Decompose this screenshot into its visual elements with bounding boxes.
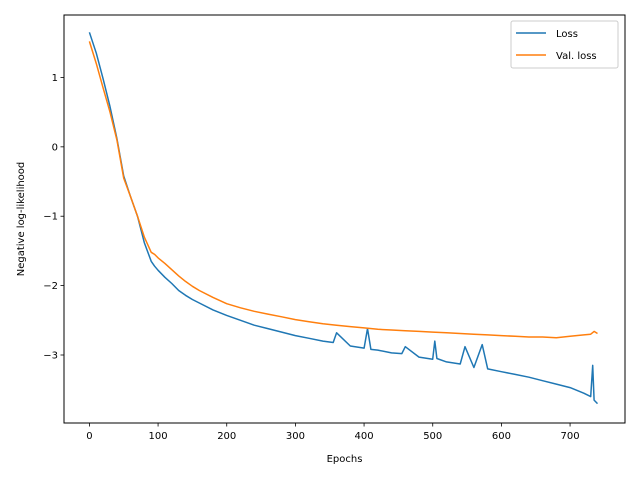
series-line-val-loss [88, 41, 598, 339]
legend: Loss Val. loss [510, 20, 619, 69]
y-axis-label: Negative log-likelihood [16, 162, 27, 277]
x-tick-label: 500 [423, 431, 442, 442]
y-tick-label: −3 [43, 351, 58, 362]
plot-area [88, 32, 599, 405]
x-tick-label: 600 [492, 431, 511, 442]
y-tick-label: 1 [52, 73, 58, 84]
x-tick-label: 700 [561, 431, 580, 442]
x-tick-label: 200 [217, 431, 236, 442]
y-tick-label: −2 [43, 281, 58, 292]
y-axis: −3 −2 −1 0 1 [43, 73, 64, 362]
legend-label-loss: Loss [556, 29, 578, 40]
y-tick-label: −1 [43, 212, 58, 223]
x-axis: 0 100 200 300 400 500 600 700 [86, 423, 580, 442]
y-tick-label: 0 [52, 142, 58, 153]
x-tick-label: 0 [86, 431, 92, 442]
series-line-loss [88, 32, 599, 405]
axes-frame [63, 14, 626, 424]
legend-label-val-loss: Val. loss [556, 51, 597, 62]
x-tick-label: 400 [355, 431, 374, 442]
x-axis-label: Epochs [327, 454, 363, 465]
x-tick-label: 300 [286, 431, 305, 442]
x-tick-label: 100 [149, 431, 168, 442]
